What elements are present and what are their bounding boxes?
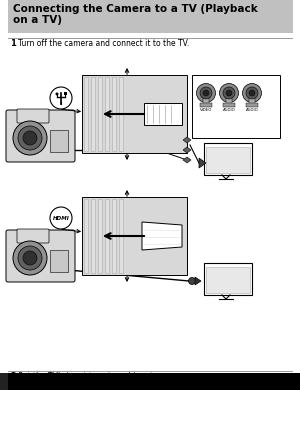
Bar [82, 197, 187, 275]
FancyBboxPatch shape [6, 230, 75, 282]
Bar [0, 390, 300, 423]
Circle shape [23, 131, 37, 145]
Polygon shape [183, 157, 191, 163]
Text: on a TV): on a TV) [13, 15, 62, 25]
Circle shape [56, 93, 58, 96]
Text: 1: 1 [10, 39, 16, 48]
Polygon shape [199, 158, 206, 168]
Bar [0, 373, 300, 390]
Circle shape [13, 121, 47, 155]
Text: AUDIO: AUDIO [223, 108, 236, 112]
Circle shape [13, 241, 47, 275]
Bar [50, 250, 68, 272]
Bar [144, 103, 182, 125]
Circle shape [203, 90, 209, 96]
Polygon shape [183, 137, 191, 143]
Circle shape [50, 87, 72, 109]
Bar [226, 93, 232, 105]
Circle shape [23, 251, 37, 265]
Text: HDMI: HDMI [52, 215, 69, 220]
Bar [206, 147, 250, 173]
Bar [119, 199, 123, 273]
Circle shape [246, 87, 258, 99]
Bar [84, 77, 88, 151]
Circle shape [18, 126, 42, 150]
Circle shape [226, 90, 232, 96]
Text: Turn off the camera and connect it to the TV.: Turn off the camera and connect it to th… [18, 39, 189, 48]
Text: 2: 2 [10, 372, 16, 381]
Bar [203, 93, 209, 105]
Text: AUDIO: AUDIO [246, 108, 258, 112]
Bar [200, 103, 212, 107]
Circle shape [50, 207, 72, 229]
Bar [50, 130, 68, 152]
Circle shape [196, 83, 215, 102]
Circle shape [242, 83, 262, 102]
Bar [246, 103, 258, 107]
Bar [112, 77, 116, 151]
Bar [192, 75, 280, 138]
Bar [64, 92, 67, 95]
Bar [91, 77, 95, 151]
Bar [98, 199, 102, 273]
Bar [105, 77, 109, 151]
Circle shape [223, 87, 235, 99]
Circle shape [249, 90, 255, 96]
Bar [8, 0, 293, 33]
Text: Connecting the Camera to a TV (Playback: Connecting the Camera to a TV (Playback [13, 4, 258, 14]
Text: VIDEO: VIDEO [200, 108, 212, 112]
Polygon shape [195, 277, 201, 285]
Bar [84, 199, 88, 273]
Circle shape [18, 246, 42, 270]
Bar [105, 199, 109, 273]
Bar [223, 103, 235, 107]
FancyBboxPatch shape [17, 229, 49, 243]
FancyBboxPatch shape [6, 110, 75, 162]
Circle shape [188, 277, 196, 285]
Polygon shape [183, 147, 191, 153]
Bar [204, 263, 252, 295]
Bar [98, 77, 102, 151]
Bar [119, 77, 123, 151]
Bar [249, 93, 255, 105]
Text: Set the TV’s input to external input.: Set the TV’s input to external input. [18, 372, 155, 381]
Bar [0, 373, 8, 390]
Circle shape [200, 87, 212, 99]
Bar [82, 75, 187, 153]
Bar [112, 199, 116, 273]
Bar [204, 143, 252, 175]
Bar [206, 267, 250, 293]
FancyBboxPatch shape [17, 109, 49, 123]
Circle shape [220, 83, 238, 102]
Bar [91, 199, 95, 273]
Polygon shape [142, 222, 182, 250]
